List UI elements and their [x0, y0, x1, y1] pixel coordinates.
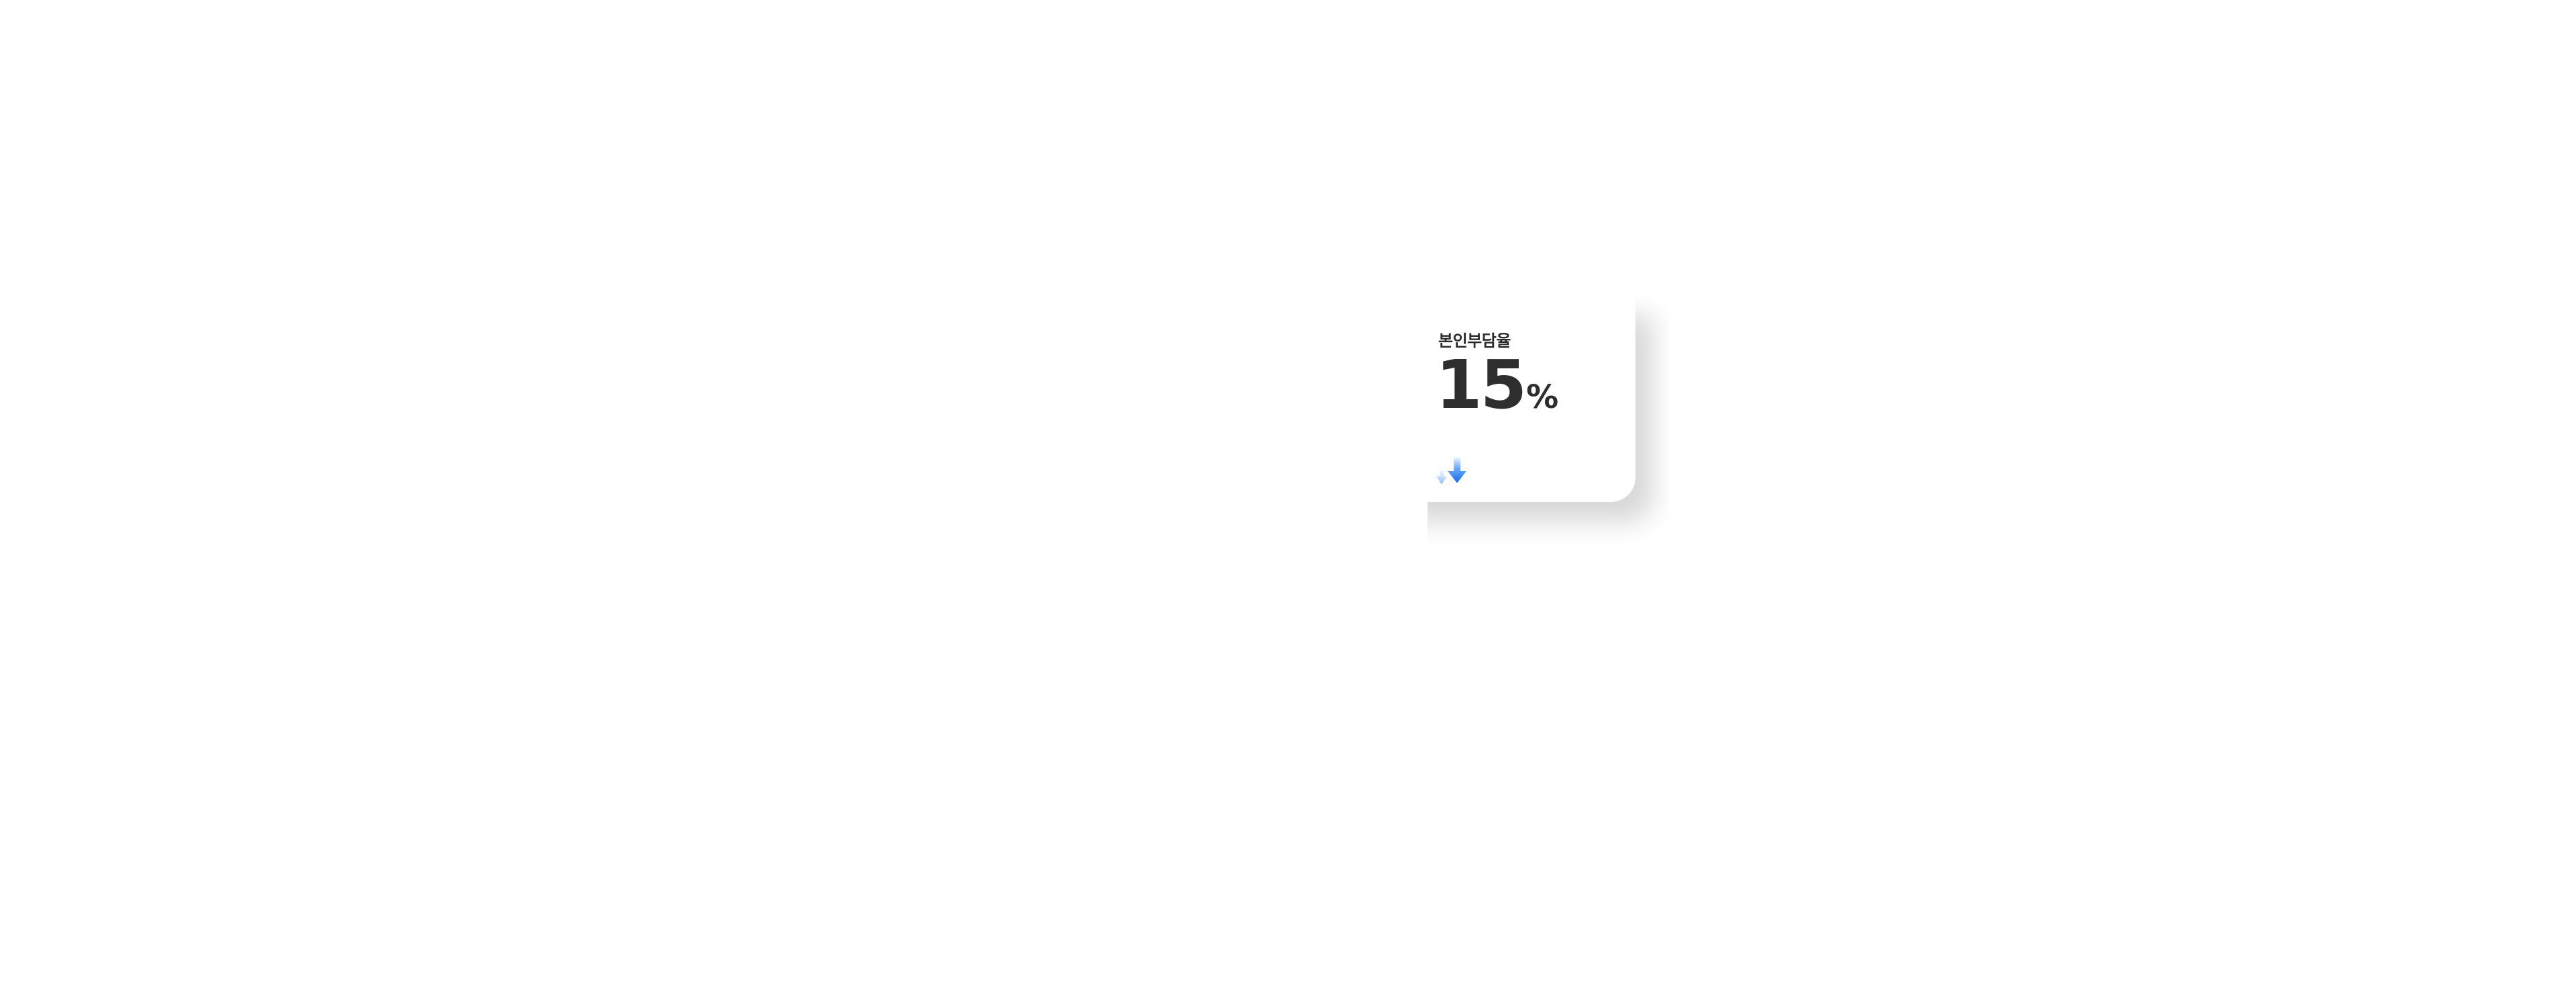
copay-rate-card: 본인부담율 15%: [1428, 295, 1635, 502]
card-value: 15: [1436, 346, 1527, 424]
card-clip: 본인부담율 15%: [1428, 295, 1669, 564]
card-value-row: 15%: [1436, 352, 1558, 419]
card-label: 본인부담율: [1438, 331, 1511, 350]
down-arrow-icon: [1436, 456, 1466, 484]
card-unit: %: [1526, 378, 1559, 416]
